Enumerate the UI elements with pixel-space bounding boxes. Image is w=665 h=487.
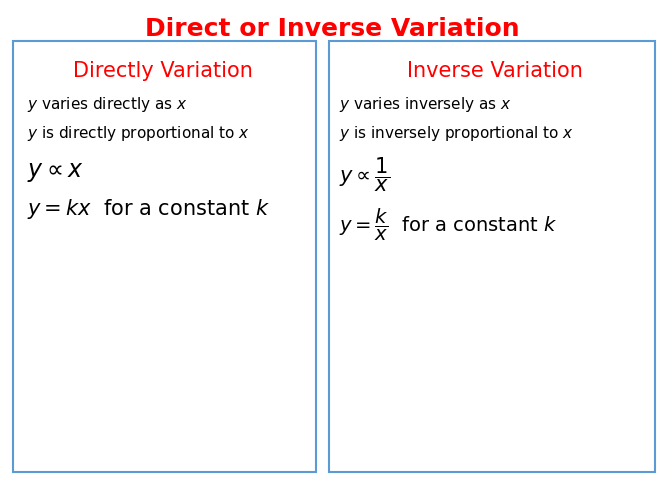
Text: $y$: $y$ <box>173 299 184 314</box>
Text: $y = \dfrac{k}{x}$: $y = \dfrac{k}{x}$ <box>569 315 604 342</box>
Text: $y$ is directly proportional to $x$: $y$ is directly proportional to $x$ <box>27 124 249 143</box>
Text: Directly Variation: Directly Variation <box>73 61 253 81</box>
Text: Inverse Variation: Inverse Variation <box>408 61 583 81</box>
Text: Direct or Inverse Variation: Direct or Inverse Variation <box>145 17 520 41</box>
Text: $x$: $x$ <box>629 386 640 399</box>
Text: $y = \dfrac{k}{x}$  for a constant $k$: $y = \dfrac{k}{x}$ for a constant $k$ <box>339 207 557 243</box>
Text: $y$: $y$ <box>500 299 511 314</box>
Text: $y \propto x$: $y \propto x$ <box>27 160 83 184</box>
Text: $y = kx$: $y = kx$ <box>224 315 268 333</box>
Text: $x$: $x$ <box>284 386 295 399</box>
Text: $y$ is inversely proportional to $x$: $y$ is inversely proportional to $x$ <box>339 124 574 143</box>
Text: $y$ varies directly as $x$: $y$ varies directly as $x$ <box>27 95 188 114</box>
Text: $y$ varies inversely as $x$: $y$ varies inversely as $x$ <box>339 95 512 114</box>
Text: $y = kx$  for a constant $k$: $y = kx$ for a constant $k$ <box>27 197 270 221</box>
Text: $y \propto \dfrac{1}{x}$: $y \propto \dfrac{1}{x}$ <box>339 156 390 194</box>
